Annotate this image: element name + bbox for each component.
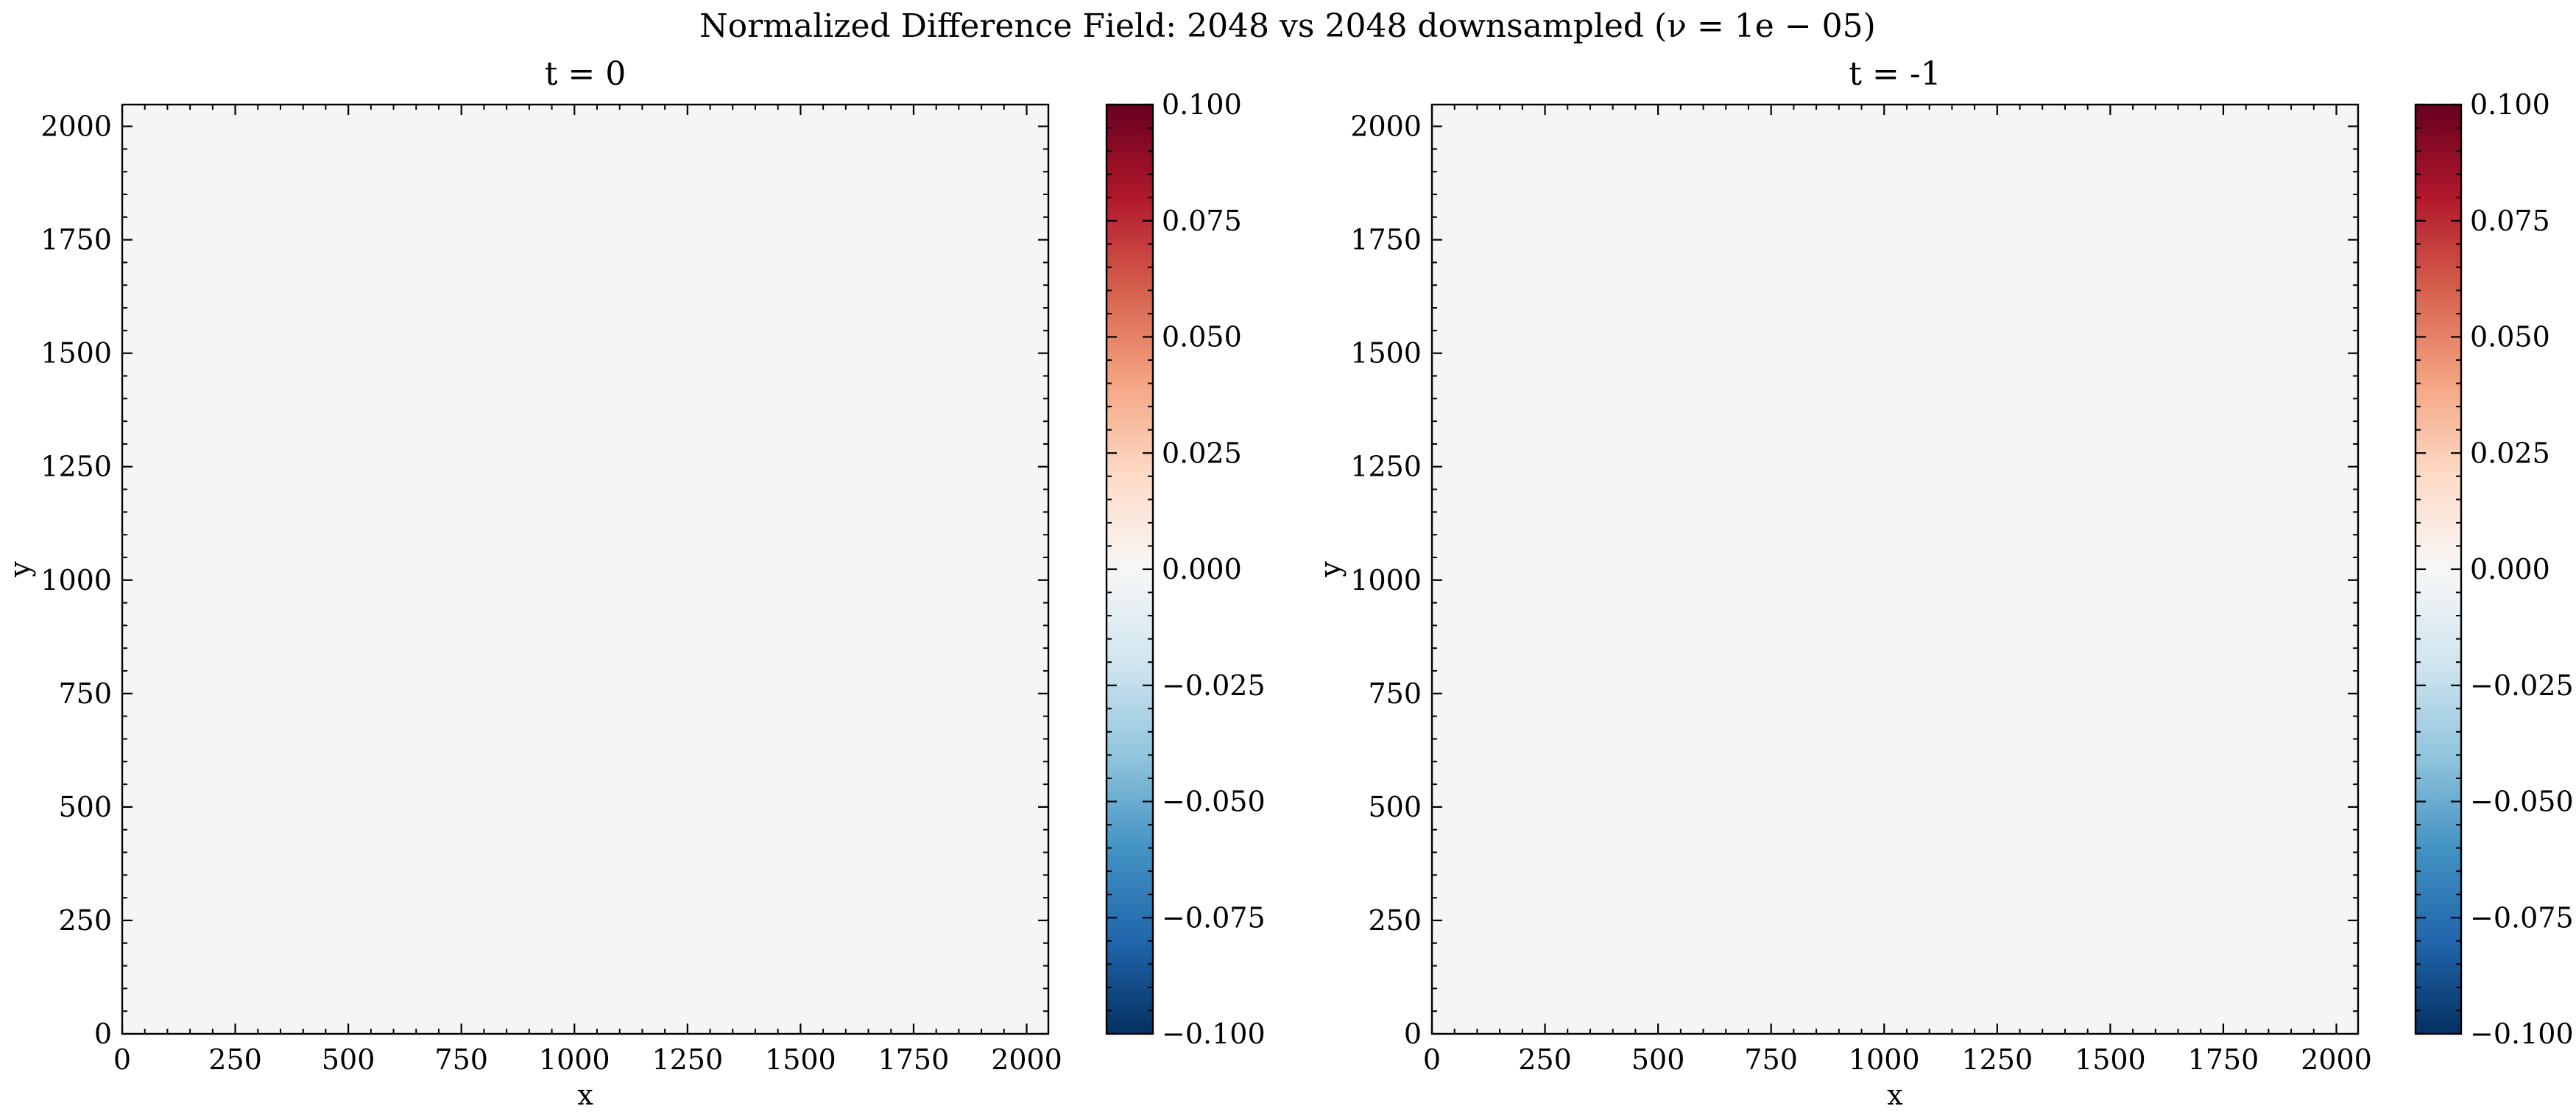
figure-title: Normalized Difference Field: 2048 vs 204… — [699, 7, 1876, 45]
y-tick-label: 1500 — [1350, 337, 1422, 370]
x-tick-label: 250 — [1518, 1043, 1572, 1076]
x-tick-label: 1500 — [765, 1043, 836, 1076]
colorbar-tick-label: 0.100 — [2470, 88, 2550, 121]
y-axis-label: y — [1314, 561, 1347, 578]
panel-title: t = 0 — [545, 55, 627, 93]
x-tick-label: 1500 — [2075, 1043, 2146, 1076]
x-tick-label: 0 — [113, 1043, 131, 1076]
axes-frame — [121, 103, 1050, 1035]
x-tick-label: 1750 — [2188, 1043, 2259, 1076]
x-tick-label: 1000 — [539, 1043, 610, 1076]
y-tick-label: 1250 — [1350, 451, 1422, 483]
x-axis-label: x — [577, 1079, 593, 1111]
x-tick-label: 500 — [322, 1043, 375, 1076]
x-tick-label: 0 — [1423, 1043, 1441, 1076]
y-tick-label: 2000 — [1350, 110, 1422, 143]
y-tick-label: 1750 — [1350, 224, 1422, 256]
x-tick-label: 250 — [208, 1043, 262, 1076]
x-tick-label: 1250 — [1961, 1043, 2033, 1076]
colorbar-frame — [2414, 103, 2463, 1035]
colorbar-tick-label: 0.100 — [1162, 88, 1242, 121]
colorbar-tick-label: 0.075 — [2470, 205, 2550, 237]
colorbar-tick-label: −0.100 — [2470, 1018, 2574, 1050]
y-tick-label: 750 — [1368, 677, 1422, 710]
colorbar-tick-label: −0.075 — [2470, 901, 2574, 934]
panel-t0: t = 0 0 250 500 750 1000 1250 1500 1750 2000 0 250 5… — [4, 55, 1266, 1111]
y-tick-label: 500 — [1368, 791, 1422, 823]
y-axis-label: y — [4, 561, 36, 578]
y-tick-label: 1000 — [1350, 564, 1422, 596]
colorbar-tick-label: 0.025 — [1162, 437, 1242, 469]
colorbar-tick-label: 0.000 — [1162, 553, 1242, 585]
colorbar-tick-label: 0.050 — [2470, 321, 2550, 353]
x-tick-label: 500 — [1631, 1043, 1685, 1076]
y-tick-label: 0 — [94, 1018, 112, 1050]
y-tick-label: 500 — [58, 791, 112, 823]
colorbar-tick-label: −0.050 — [2470, 786, 2574, 818]
y-tick-label: 750 — [58, 677, 112, 710]
x-tick-label: 750 — [434, 1043, 488, 1076]
y-tick-label: 0 — [1404, 1018, 1422, 1050]
panel-t-minus-1: t = -1 0 250 500 750 1000 1250 1500 1750 2000 0 250… — [1314, 55, 2574, 1111]
colorbar-tick-label: −0.100 — [1162, 1018, 1266, 1050]
y-tick-label: 1000 — [40, 564, 112, 596]
x-axis-label: x — [1887, 1079, 1902, 1111]
y-tick-label: 250 — [1368, 904, 1422, 937]
y-tick-label: 2000 — [40, 110, 112, 143]
x-tick-label: 1250 — [652, 1043, 723, 1076]
y-tick-label: 1750 — [40, 224, 112, 256]
colorbar-tick-label: −0.025 — [2470, 669, 2574, 702]
x-tick-label: 2000 — [2301, 1043, 2372, 1076]
colorbar-tick-label: −0.025 — [1162, 669, 1266, 702]
colorbar-tick-label: −0.050 — [1162, 786, 1266, 818]
axes-frame — [1430, 103, 2360, 1035]
y-tick-label: 250 — [58, 904, 112, 937]
x-tick-label: 1750 — [878, 1043, 950, 1076]
colorbar-frame — [1105, 103, 1154, 1035]
y-tick-label: 1500 — [40, 337, 112, 370]
colorbar-tick-label: 0.025 — [2470, 437, 2550, 469]
x-tick-label: 750 — [1744, 1043, 1798, 1076]
panel-title: t = -1 — [1849, 55, 1941, 93]
x-tick-label: 1000 — [1849, 1043, 1920, 1076]
colorbar-tick-label: 0.050 — [1162, 321, 1242, 353]
colorbar-tick-label: 0.000 — [2470, 553, 2550, 585]
heatmap-field — [122, 105, 1048, 1034]
heatmap-field — [1432, 105, 2358, 1034]
colorbar-tick-label: −0.075 — [1162, 901, 1266, 934]
x-tick-label: 2000 — [991, 1043, 1062, 1076]
colorbar-tick-label: 0.075 — [1162, 205, 1242, 237]
y-tick-label: 1250 — [40, 451, 112, 483]
